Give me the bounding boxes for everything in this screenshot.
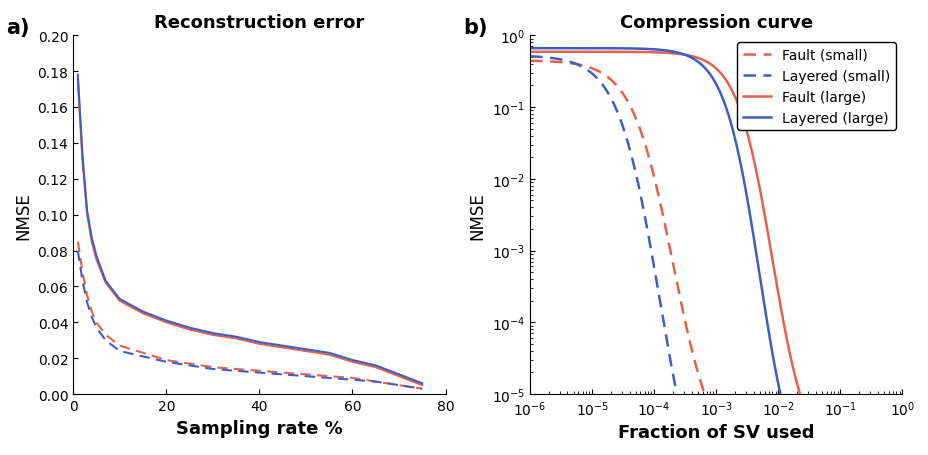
Layered (small) [619, 133, 630, 138]
Fault (large) [545, 50, 556, 56]
Fault (small) [690, 364, 701, 369]
Fault (small) [663, 243, 674, 248]
Fault (small) [660, 228, 671, 233]
Fault (large) [541, 50, 552, 56]
Title: Compression curve: Compression curve [619, 14, 812, 32]
Layered (small) [524, 55, 535, 60]
Fault (small) [592, 69, 603, 75]
Layered (large) [665, 50, 677, 55]
Layered (large) [613, 46, 625, 52]
Layered (small) [600, 89, 612, 95]
Text: b): b) [463, 18, 487, 38]
X-axis label: Sampling rate %: Sampling rate % [175, 419, 342, 436]
Y-axis label: NMSE: NMSE [14, 192, 32, 239]
Layered (large) [774, 391, 785, 396]
Layered (small) [653, 298, 664, 303]
Fault (small) [571, 62, 582, 68]
Fault (large) [664, 51, 675, 56]
X-axis label: Fraction of SV used: Fraction of SV used [617, 423, 814, 441]
Fault (small) [698, 391, 709, 396]
Layered (small) [569, 61, 580, 67]
Layered (large) [524, 46, 535, 52]
Line: Fault (small): Fault (small) [530, 61, 703, 394]
Y-axis label: NMSE: NMSE [468, 192, 485, 239]
Layered (small) [616, 123, 627, 129]
Title: Reconstruction error: Reconstruction error [154, 14, 364, 32]
Fault (small) [524, 59, 535, 64]
Fault (large) [624, 50, 635, 56]
Fault (large) [754, 190, 766, 196]
Legend: Fault (small), Layered (small), Fault (large), Layered (large): Fault (small), Layered (small), Fault (l… [737, 43, 895, 131]
Text: a): a) [6, 18, 30, 38]
Fault (large) [617, 50, 628, 56]
Fault (large) [524, 50, 535, 56]
Line: Fault (large): Fault (large) [530, 53, 799, 394]
Layered (large) [690, 59, 701, 64]
Layered (large) [653, 48, 664, 53]
Layered (small) [670, 389, 681, 394]
Fault (large) [793, 391, 805, 397]
Line: Layered (small): Layered (small) [530, 57, 676, 392]
Line: Layered (large): Layered (large) [530, 49, 780, 394]
Fault (small) [672, 288, 683, 293]
Layered (small) [595, 81, 606, 86]
Layered (large) [533, 46, 544, 52]
Layered (large) [657, 48, 668, 54]
